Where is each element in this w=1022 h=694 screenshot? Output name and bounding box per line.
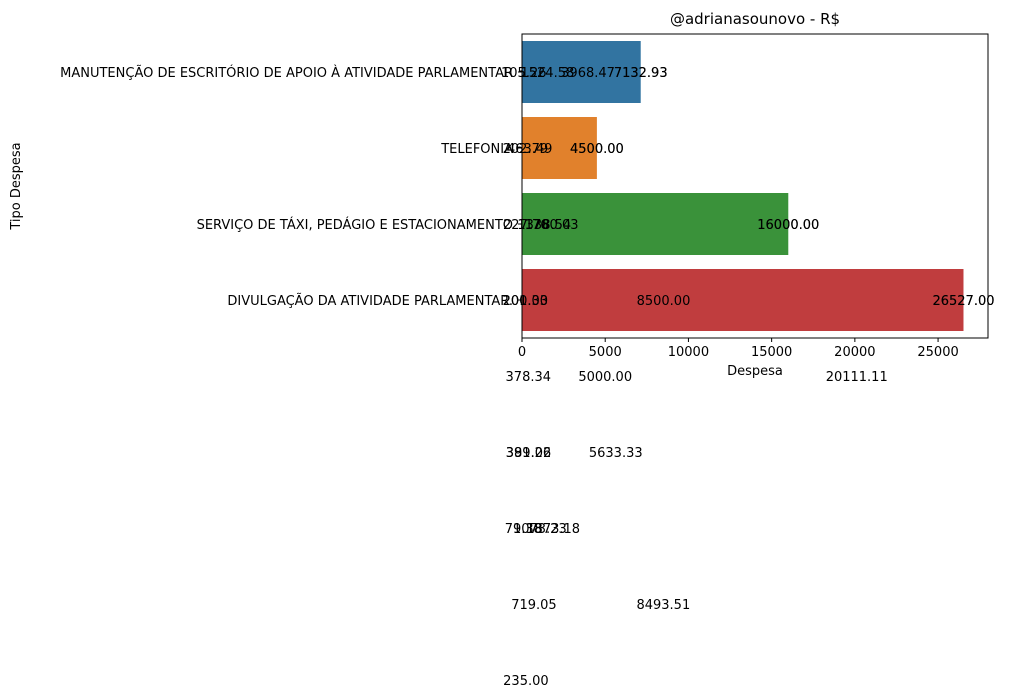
bar-1 <box>522 117 597 179</box>
value-label: 16000.00 <box>757 218 819 233</box>
value-label: 4500.00 <box>570 142 624 157</box>
x-tick-label: 15000 <box>751 345 792 360</box>
y-tick-label: TELEFONIA <box>440 142 513 157</box>
plot-frame <box>521 33 989 339</box>
x-tick-label: 20000 <box>834 345 875 360</box>
x-axis-label: Despesa <box>727 364 783 379</box>
value-label: 7132.93 <box>614 66 668 81</box>
value-label: 26527.00 <box>932 294 994 309</box>
value-label: 4500.00 <box>570 142 624 157</box>
value-label: 5000.00 <box>578 370 632 385</box>
value-label: 16000.00 <box>757 218 819 233</box>
value-label: 1073.23 <box>513 522 567 537</box>
value-label: 5633.33 <box>589 446 643 461</box>
value-label: 201.33 <box>503 294 549 309</box>
value-label: 202.79 <box>503 142 549 157</box>
value-label: 391.02 <box>506 446 552 461</box>
value-label: 719.05 <box>511 598 557 613</box>
value-label: 227.76 <box>503 218 549 233</box>
value-label: 79.38 <box>505 522 542 537</box>
y-tick-label: DIVULGAÇÃO DA ATIVIDADE PARLAMENTAR. <box>227 293 513 309</box>
y-tick-label: MANUTENÇÃO DE ESCRITÓRIO DE APOIO À ATIV… <box>60 65 513 81</box>
bar-2 <box>522 193 789 255</box>
value-label: 1780.03 <box>525 218 579 233</box>
value-label: 3968.47 <box>561 66 615 81</box>
value-label: 463.49 <box>507 142 553 157</box>
value-label: 26527.00 <box>932 294 994 309</box>
x-tick-label: 10000 <box>668 345 709 360</box>
y-tick-label: SERVIÇO DE TÁXI, PEDÁGIO E ESTACIONAMENT… <box>197 217 513 233</box>
bar-0 <box>522 41 641 103</box>
x-tick-label: 0 <box>518 345 526 360</box>
value-labels-group: 105.261524.583968.477132.937132.93202.79… <box>501 66 994 689</box>
value-label: 1524.58 <box>520 66 574 81</box>
y-category-labels-group: MANUTENÇÃO DE ESCRITÓRIO DE APOIO À ATIV… <box>60 65 522 309</box>
value-label: 105.26 <box>501 66 547 81</box>
y-axis-label: Tipo Despesa <box>9 142 24 230</box>
bars-group <box>522 41 964 331</box>
value-label: 1873.18 <box>526 522 580 537</box>
value-label: 8500.00 <box>637 294 691 309</box>
value-label: 378.34 <box>506 370 552 385</box>
value-label: 20111.11 <box>826 370 888 385</box>
x-tick-label: 5000 <box>589 345 622 360</box>
x-ticks-group: 0 5000 10000 15000 20000 25000 <box>518 338 959 360</box>
bar-3 <box>522 269 964 331</box>
chart-title: @adrianasounovo - R$ <box>670 10 840 28</box>
value-label: 8493.51 <box>636 598 690 613</box>
value-label: 235.00 <box>503 674 549 689</box>
value-label: 200.00 <box>503 294 549 309</box>
x-tick-label: 25000 <box>917 345 958 360</box>
value-label: 1338.54 <box>517 218 571 233</box>
value-label: 389.26 <box>506 446 552 461</box>
value-label: 7132.93 <box>614 66 668 81</box>
